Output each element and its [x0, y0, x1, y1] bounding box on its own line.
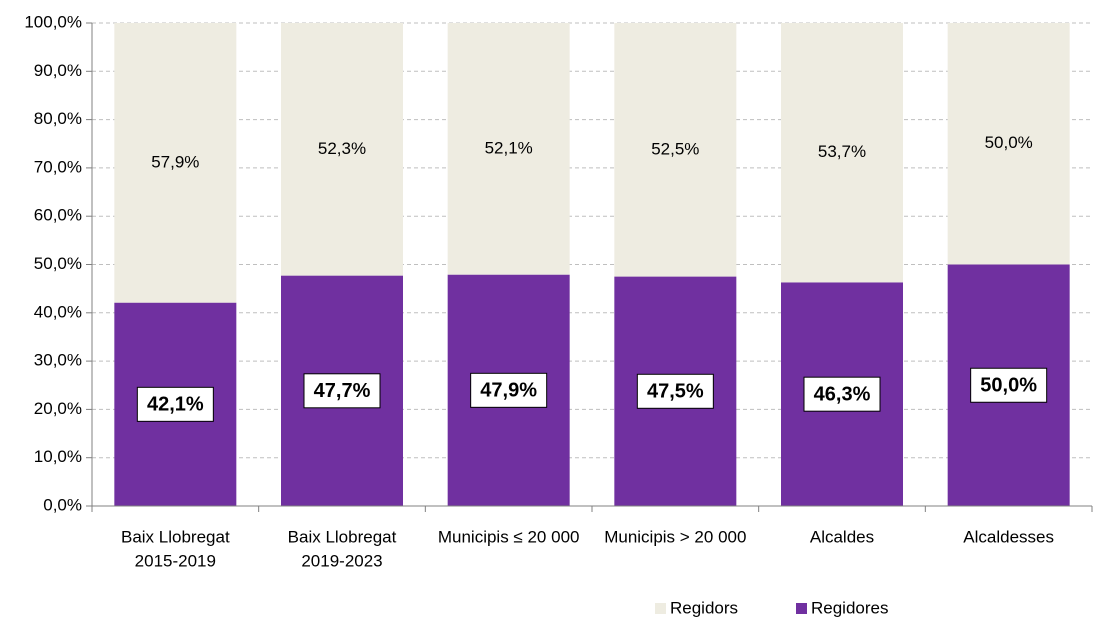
legend-label: Regidors: [670, 598, 738, 617]
x-tick-label: 2019-2023: [301, 551, 382, 570]
data-label: 53,7%: [818, 142, 866, 161]
y-tick-label: 30,0%: [34, 351, 82, 370]
legend-swatch: [655, 603, 666, 614]
y-tick-label: 80,0%: [34, 109, 82, 128]
y-tick-label: 60,0%: [34, 206, 82, 225]
x-tick-label: Alcaldesses: [963, 527, 1054, 546]
data-label-box: [136, 386, 214, 422]
bar-segment: [781, 23, 903, 283]
data-label: 42,1%: [147, 394, 204, 416]
data-label-box: [303, 373, 381, 409]
y-tick-label: 70,0%: [34, 157, 82, 176]
data-label-box: [470, 372, 548, 408]
y-tick-label: 20,0%: [34, 399, 82, 418]
y-tick-label: 50,0%: [34, 254, 82, 273]
data-label: 52,3%: [318, 139, 366, 158]
x-tick-label: Alcaldes: [810, 527, 874, 546]
x-tick-label: Municipis ≤ 20 000: [438, 527, 580, 546]
data-label-box: [803, 376, 881, 412]
data-label: 52,1%: [485, 138, 533, 157]
data-label: 50,0%: [980, 375, 1037, 397]
data-label: 47,9%: [480, 380, 537, 402]
y-tick-label: 10,0%: [34, 447, 82, 466]
data-label-box: [970, 367, 1048, 403]
data-label: 47,7%: [314, 380, 371, 402]
y-tick-label: 90,0%: [34, 61, 82, 80]
bar-segment: [614, 23, 737, 277]
bar-segment: [447, 23, 570, 275]
data-label: 47,5%: [647, 381, 704, 403]
x-tick-label: Baix Llobregat: [288, 527, 397, 546]
data-label: 52,5%: [651, 139, 699, 158]
data-label: 46,3%: [814, 383, 871, 405]
legend-label: Regidores: [811, 598, 889, 617]
x-tick-label: Baix Llobregat: [121, 527, 230, 546]
data-label-box: [636, 373, 714, 409]
bar-segment: [281, 23, 403, 276]
legend-swatch: [796, 603, 807, 614]
y-tick-label: 0,0%: [43, 495, 82, 514]
y-tick-label: 100,0%: [24, 12, 82, 31]
y-tick-label: 40,0%: [34, 302, 82, 321]
data-label: 50,0%: [985, 133, 1033, 152]
bar-segment: [114, 23, 237, 303]
x-tick-label: 2015-2019: [135, 551, 216, 570]
x-tick-label: Municipis > 20 000: [604, 527, 746, 546]
bar-segment: [947, 23, 1070, 265]
data-label: 57,9%: [151, 152, 199, 171]
